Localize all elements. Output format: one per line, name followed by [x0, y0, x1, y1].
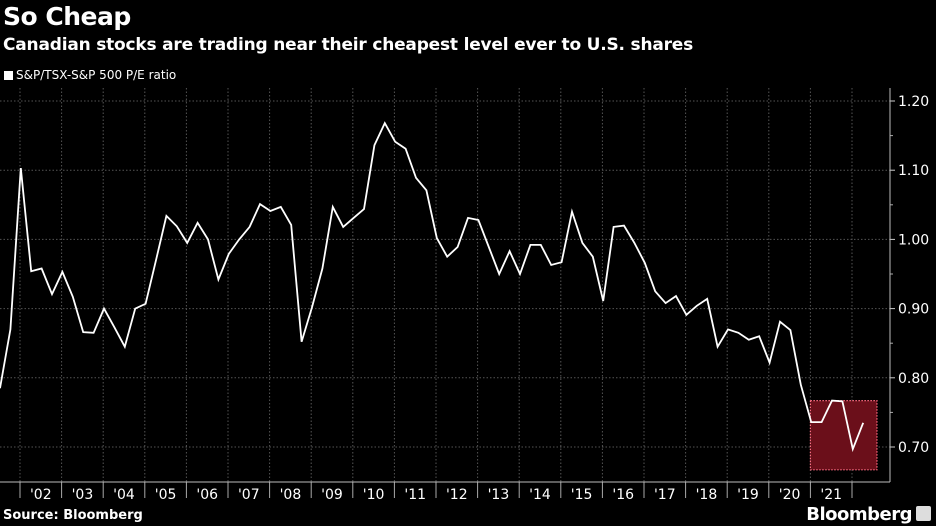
y-tick-label: 1.20 — [898, 94, 929, 110]
y-tick-label: 0.90 — [898, 302, 929, 318]
x-tick-label: '04 — [113, 487, 135, 503]
y-tick-label: 0.80 — [898, 371, 929, 387]
legend-swatch — [4, 70, 13, 80]
x-tick-label: '10 — [363, 487, 385, 503]
x-tick-label: '08 — [280, 487, 302, 503]
chart-subtitle: Canadian stocks are trading near their c… — [3, 35, 694, 55]
x-tick-label: '17 — [654, 487, 676, 503]
x-tick-label: '09 — [321, 487, 343, 503]
x-tick-label: '11 — [404, 487, 426, 503]
x-tick-label: '07 — [238, 487, 260, 503]
x-tick-label: '20 — [779, 487, 801, 503]
legend: S&P/TSX-S&P 500 P/E ratio — [4, 68, 176, 82]
chart-title: So Cheap — [3, 2, 131, 31]
x-tick-label: '02 — [30, 487, 52, 503]
bloomberg-logo: Bloomberg — [806, 504, 912, 525]
x-tick-label: '06 — [196, 487, 218, 503]
x-tick-label: '12 — [446, 487, 468, 503]
highlight-box — [809, 400, 878, 471]
x-tick-label: '13 — [488, 487, 510, 503]
y-tick-label: 0.70 — [898, 440, 929, 456]
x-tick-label: '14 — [529, 487, 551, 503]
legend-label: S&P/TSX-S&P 500 P/E ratio — [16, 68, 177, 82]
x-tick-label: '15 — [571, 487, 593, 503]
x-tick-label: '19 — [737, 487, 759, 503]
x-tick-label: '16 — [612, 487, 634, 503]
x-tick-label: '03 — [72, 487, 94, 503]
series-line — [0, 121, 865, 453]
y-tick-label: 1.10 — [898, 163, 929, 179]
y-tick-label: 1.00 — [898, 232, 929, 248]
source-note: Source: Bloomberg — [3, 508, 143, 523]
x-tick-label: '18 — [696, 487, 718, 503]
x-tick-label: '21 — [820, 487, 842, 503]
bloomberg-chart-icon — [916, 506, 931, 521]
x-tick-label: '05 — [155, 487, 177, 503]
